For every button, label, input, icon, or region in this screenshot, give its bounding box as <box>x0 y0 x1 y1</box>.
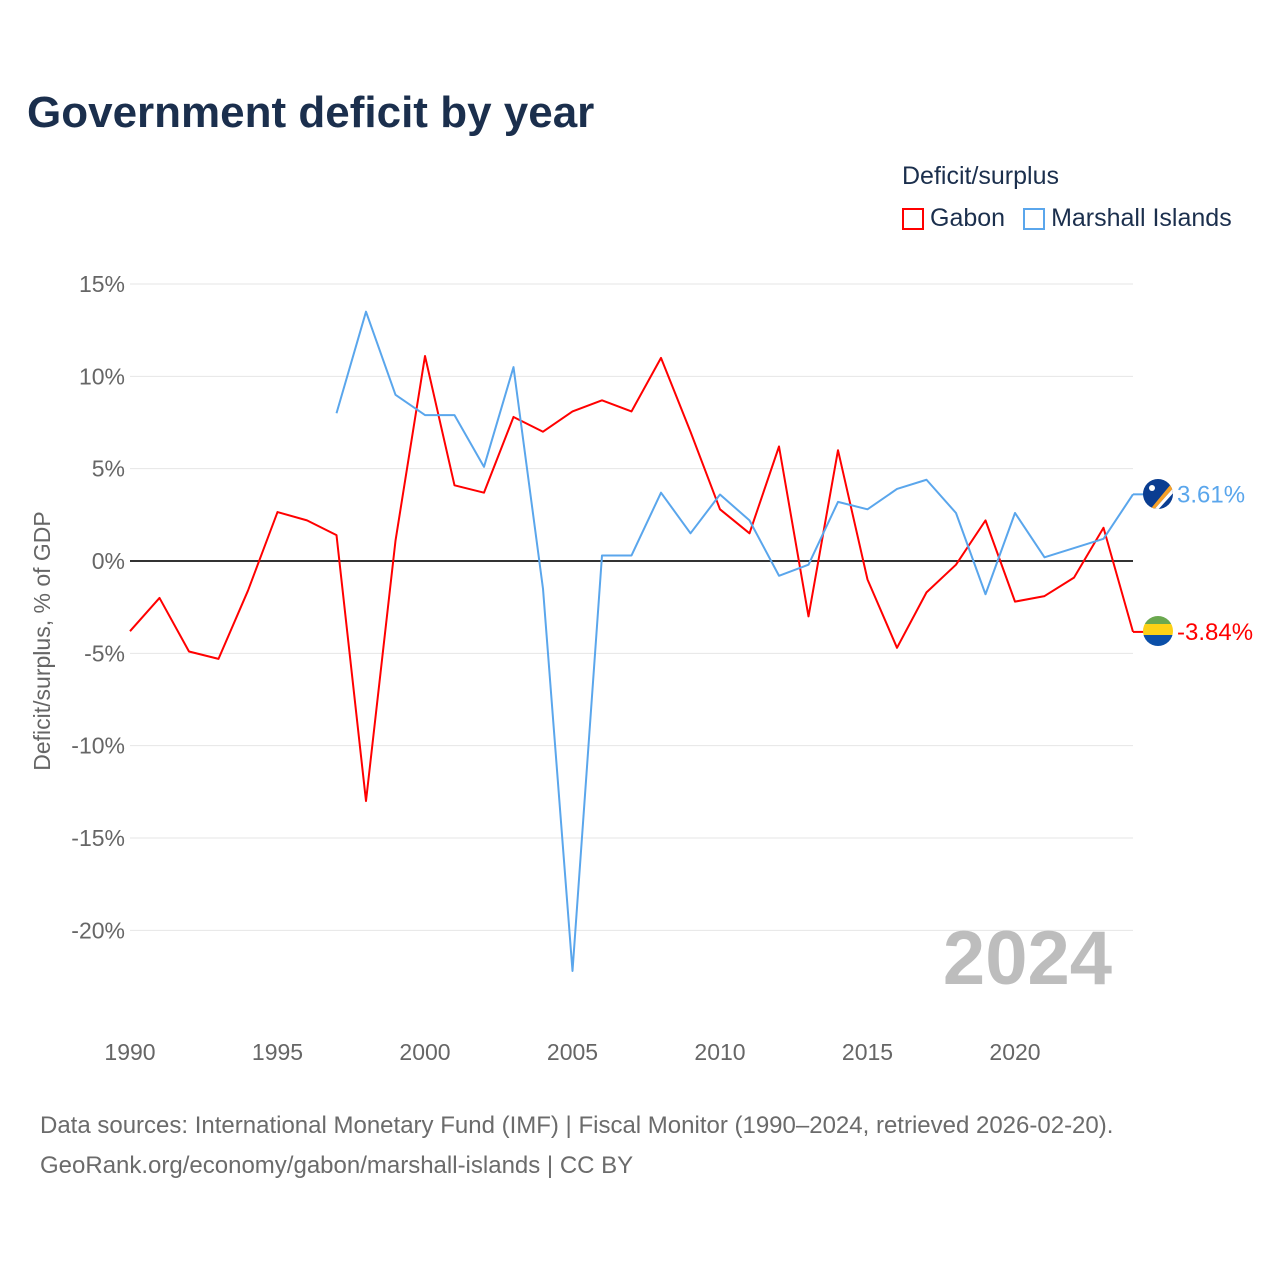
legend-item-marshall-islands[interactable]: Marshall Islands <box>1023 204 1232 233</box>
y-tick-label: -10% <box>71 733 125 759</box>
series-line-marshall-islands <box>335 310 1134 972</box>
y-tick-label: 0% <box>92 548 125 574</box>
legend-swatch-gabon <box>902 207 924 230</box>
footer: Data sources: International Monetary Fun… <box>40 1106 1113 1186</box>
y-tick-label: -15% <box>71 825 125 851</box>
data-sources: Data sources: International Monetary Fun… <box>40 1112 1114 1139</box>
x-tick-label: 2015 <box>842 1039 893 1065</box>
x-tick-label: 2005 <box>547 1039 598 1065</box>
legend-label: Gabon <box>930 204 1006 232</box>
x-tick-label: 1995 <box>252 1039 303 1065</box>
x-tick-label: 2010 <box>694 1039 745 1065</box>
x-tick-label: 2020 <box>989 1039 1040 1065</box>
series-line-gabon <box>129 355 1134 803</box>
y-tick-label: -5% <box>84 640 125 666</box>
y-axis-label: Deficit/surplus, % of GDP <box>29 511 55 770</box>
year-watermark: 2024 <box>943 916 1112 1001</box>
credit-link[interactable]: GeoRank.org/economy/gabon/marshall-islan… <box>40 1152 634 1179</box>
marshall-islands-flag-icon <box>1143 479 1173 509</box>
y-tick-label: 15% <box>79 271 125 297</box>
legend-swatch-marshall-islands <box>1023 207 1046 230</box>
x-tick-label: 2000 <box>399 1039 450 1065</box>
y-tick-label: 5% <box>92 456 125 482</box>
y-tick-label: -20% <box>71 917 125 943</box>
y-tick-label: 10% <box>79 363 125 389</box>
legend-item-gabon[interactable]: Gabon <box>902 204 1005 233</box>
legend-label: Marshall Islands <box>1051 204 1232 232</box>
chart-title: Government deficit by year <box>27 88 595 137</box>
end-value-label-gabon: -3.84% <box>1177 619 1253 646</box>
gabon-flag-icon <box>1143 616 1173 646</box>
x-tick-label: 1990 <box>104 1039 155 1065</box>
legend-title: Deficit/surplus <box>902 162 1059 190</box>
end-value-label-marshall-islands: 3.61% <box>1177 481 1245 508</box>
legend: Gabon Marshall Islands <box>902 204 1232 233</box>
